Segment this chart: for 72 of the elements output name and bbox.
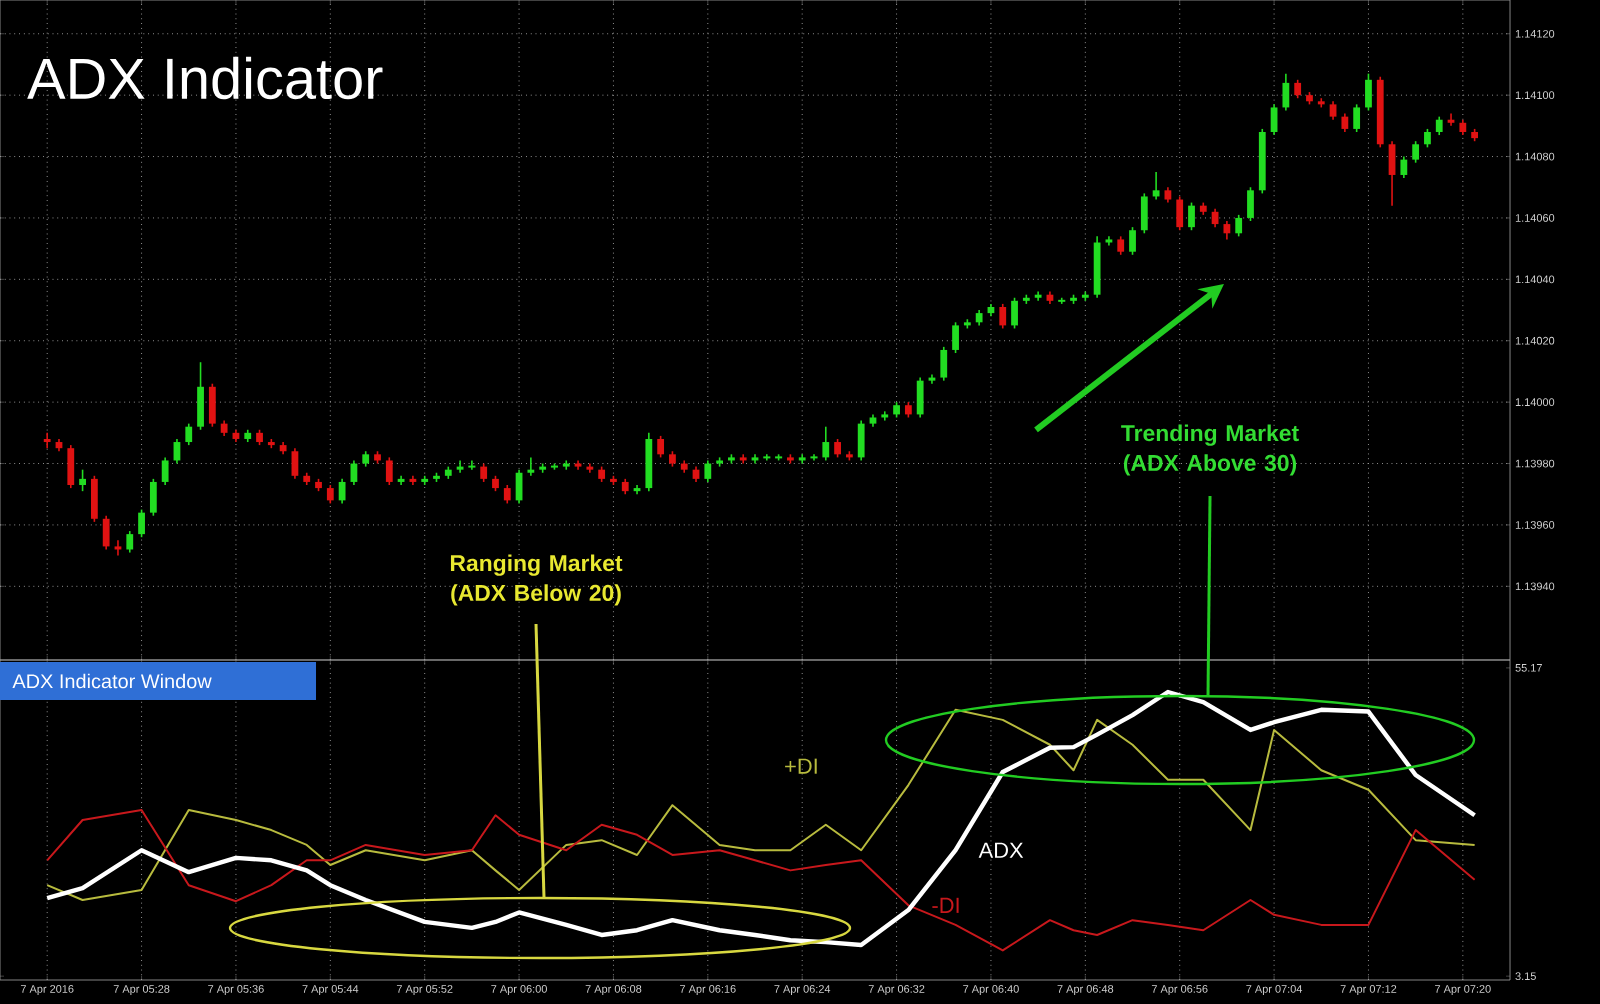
candlestick xyxy=(1282,72,1290,112)
candlestick xyxy=(1270,103,1278,136)
candlestick xyxy=(1424,128,1431,149)
candlestick xyxy=(1376,75,1384,149)
candlestick xyxy=(1093,235,1101,299)
candlestick xyxy=(1365,72,1372,112)
text: ADX Indicator Window xyxy=(12,673,212,689)
candlestick xyxy=(197,361,204,431)
candlestick xyxy=(822,425,830,462)
candlestick xyxy=(138,508,145,538)
candlestick xyxy=(102,514,110,551)
candlestick xyxy=(940,346,948,382)
candlestick xyxy=(1176,195,1184,232)
candlestick xyxy=(834,438,841,459)
candlestick xyxy=(161,456,169,486)
text: +DI xyxy=(785,758,817,774)
candlestick xyxy=(149,478,157,517)
candlestick xyxy=(185,422,193,446)
candlestick xyxy=(1412,140,1420,164)
candlestick xyxy=(645,432,653,492)
annotation: Trending Market (ADX Above 30) xyxy=(1121,424,1299,476)
candlestick xyxy=(67,444,75,489)
line-series xyxy=(44,689,1477,948)
candlestick xyxy=(1341,112,1349,133)
candlestick xyxy=(999,303,1007,330)
candlestick xyxy=(338,478,346,505)
candlestick xyxy=(1329,100,1337,121)
candlestick xyxy=(857,419,865,462)
candlestick xyxy=(503,484,511,505)
candlestick xyxy=(1129,226,1136,256)
series-label: ADX xyxy=(978,842,1024,858)
candlestick xyxy=(1188,201,1195,232)
candlestick xyxy=(916,376,924,419)
candlestick xyxy=(515,468,523,505)
candlestick xyxy=(1294,79,1302,100)
candlestick xyxy=(350,459,358,486)
candlestick xyxy=(952,321,959,354)
candlestick xyxy=(173,438,181,465)
candlestick xyxy=(1247,186,1254,222)
candlestick xyxy=(1223,220,1231,241)
candlestick xyxy=(657,435,665,459)
candlestick xyxy=(739,453,747,465)
candlestick xyxy=(1400,155,1408,179)
candlestick xyxy=(43,432,51,449)
candlestick xyxy=(562,459,570,471)
candlestick xyxy=(881,410,889,422)
annotation: Ranging Market (ADX Below 20) xyxy=(450,554,623,606)
candlestick xyxy=(90,475,98,523)
candlestick xyxy=(326,484,334,505)
candlestick xyxy=(467,459,477,471)
candlestick xyxy=(798,453,806,465)
candlestick xyxy=(1011,296,1018,330)
candlestick xyxy=(208,382,216,428)
candlestick xyxy=(1140,192,1148,235)
candlestick xyxy=(1435,115,1443,136)
candlestick xyxy=(79,468,86,492)
candlestick xyxy=(1388,140,1396,207)
candlestick xyxy=(1152,171,1160,201)
candlestick xyxy=(1235,214,1243,238)
candlestick xyxy=(385,456,393,486)
candlestick xyxy=(1258,128,1266,195)
candlestick xyxy=(527,456,535,477)
candlestick xyxy=(1353,103,1361,133)
series-label: -DI xyxy=(932,897,959,913)
candlestick xyxy=(291,447,299,480)
line-series xyxy=(46,808,1476,952)
candlestick xyxy=(126,530,134,554)
candlestick xyxy=(1117,235,1125,256)
candlestick xyxy=(480,462,488,483)
candlestick xyxy=(704,459,712,483)
line-series xyxy=(46,708,1476,901)
text: ADX Indicator xyxy=(27,56,383,100)
